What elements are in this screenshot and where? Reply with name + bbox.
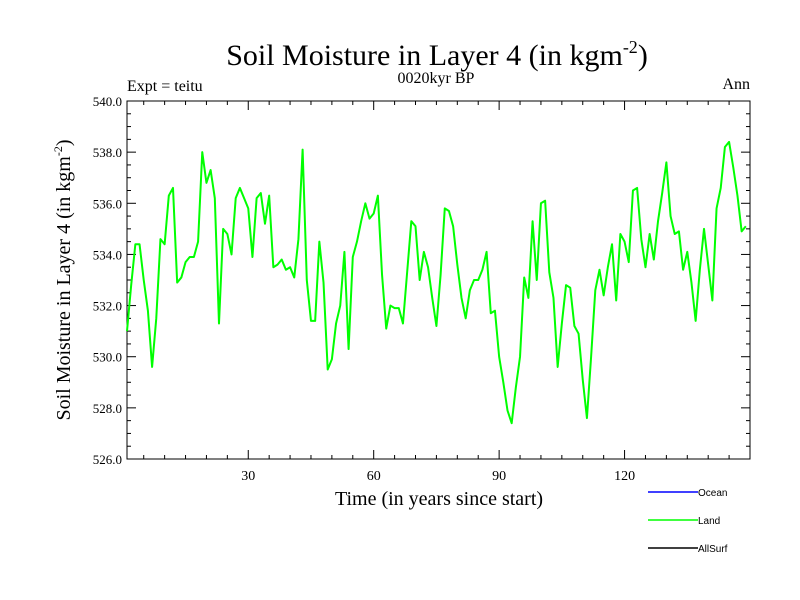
legend-label-ocean: Ocean [698,488,727,499]
y-tick-label: 534.0 [93,247,122,262]
x-tick-label: 30 [241,469,255,484]
legend-label-land: Land [698,516,720,527]
y-tick-label: 526.0 [93,452,122,467]
x-tick-label: 60 [367,469,381,484]
y-tick-label: 528.0 [93,401,122,416]
legend: Ocean Land AllSurf [648,488,728,555]
y-tick-label: 538.0 [93,145,122,160]
chart-title-sup: -2 [623,37,638,57]
x-tick-label: 90 [492,469,506,484]
y-tick-label: 530.0 [93,350,122,365]
y-tick-label: 532.0 [93,299,122,314]
x-tick-label: 120 [614,469,635,484]
y-tick-label: 536.0 [93,196,122,211]
y-axis-ticks: 526.0 528.0 530.0 532.0 534.0 536.0 538.0 540.0 [93,94,750,467]
chart-title-close: ) [638,39,648,72]
x-axis-ticks: 30 60 90 120 [143,101,730,484]
chart-title: Soil Moisture in Layer 4 (in kgm-2) [226,37,648,72]
y-tick-label: 540.0 [93,94,122,109]
y-axis-label-close: ) [53,139,75,146]
y-axis-label-sup: -2 [51,146,65,156]
x-axis-label: Time (in years since start) [335,488,543,510]
chart-title-main: Soil Moisture in Layer 4 (in kgm [226,39,623,72]
y-axis-label: Soil Moisture in Layer 4 (in kgm-2) [51,139,75,420]
season-label: Ann [722,76,750,93]
land-series-line [126,140,747,425]
experiment-label: Expt = teitu [127,78,203,95]
legend-label-allsurf: AllSurf [698,544,728,555]
chart-subtitle: 0020kyr BP [398,70,475,87]
y-axis-label-main: Soil Moisture in Layer 4 (in kgm [53,156,75,421]
